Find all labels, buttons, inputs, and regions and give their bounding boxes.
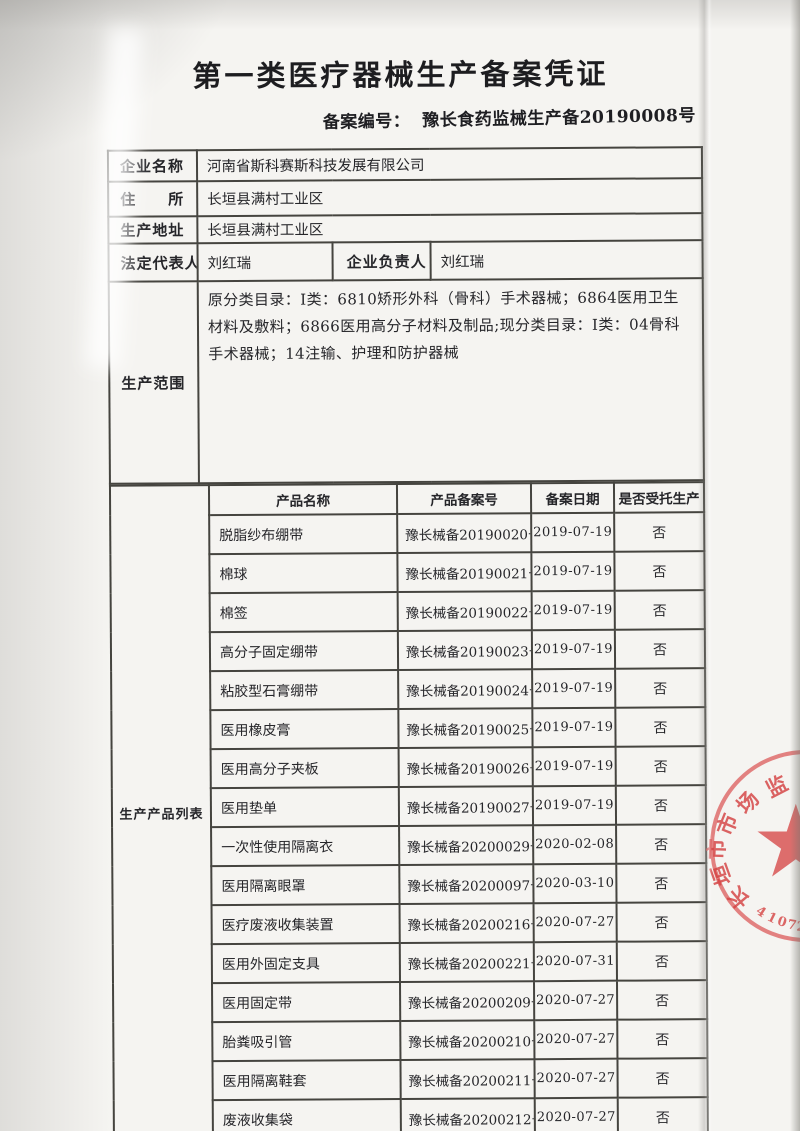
product-name-cell: 医用垫单 <box>210 787 400 828</box>
product-entrusted-cell: 否 <box>614 551 705 591</box>
product-entrusted-cell: 否 <box>616 980 708 1020</box>
record-number: 备案编号： 豫长食药监械生产备20190008号 <box>322 101 697 133</box>
product-entrusted-cell: 否 <box>617 1019 708 1059</box>
production-address-label: 生产地址 <box>108 216 198 244</box>
product-entrusted-cell: 否 <box>617 1097 708 1131</box>
product-record-no-cell: 豫长械备20190027号 <box>398 786 534 827</box>
company-name-value: 河南省斯科赛斯科技发展有限公司 <box>196 147 703 182</box>
product-record-no-cell: 豫长械备20200221号 <box>399 942 534 983</box>
product-name-cell: 棉签 <box>209 592 398 633</box>
product-entrusted-cell: 否 <box>614 512 705 552</box>
product-name-cell: 医用外固定支具 <box>211 943 400 984</box>
product-record-no-cell: 豫长械备20190020号 <box>397 513 532 554</box>
product-date-cell: 2019-07-19 <box>532 707 616 748</box>
product-name-cell: 医用固定带 <box>212 982 401 1023</box>
product-entrusted-cell: 否 <box>616 824 707 864</box>
product-date-cell: 2020-07-27 <box>533 980 618 1021</box>
product-record-no-cell: 豫长械备20200216号 <box>399 903 534 944</box>
product-entrusted-cell: 否 <box>614 590 705 630</box>
product-list-table: 生产产品列表 产品名称 产品备案号 备案日期 是否受托生产 脱脂纱布绷带 豫长械… <box>109 481 709 1131</box>
row-residence: 住 所 长垣县满村工业区 <box>108 178 703 217</box>
production-address-value: 长垣县满村工业区 <box>197 213 703 244</box>
row-representatives: 法定代表人 刘红瑞 企业负责人 刘红瑞 <box>108 240 703 282</box>
product-record-no-cell: 豫长械备20200097号 <box>399 864 534 905</box>
product-date-cell: 2020-03-10 <box>533 863 617 904</box>
product-name-cell: 医用隔离鞋套 <box>212 1060 401 1101</box>
product-record-no-cell: 豫长械备20190023号 <box>397 630 533 671</box>
product-name-cell: 医疗废液收集装置 <box>211 904 400 945</box>
product-record-no-cell: 豫长械备20190025号 <box>398 708 533 749</box>
product-record-no-cell: 豫长械备20200212号 <box>400 1098 535 1131</box>
company-head-value: 刘红瑞 <box>430 240 703 280</box>
product-name-cell: 医用高分子夹板 <box>210 748 399 789</box>
row-production-address: 生产地址 长垣县满村工业区 <box>108 213 703 244</box>
product-name-cell: 废液收集袋 <box>212 1099 401 1131</box>
product-record-no-cell: 豫长械备20190026号 <box>398 747 533 788</box>
product-name-cell: 棉球 <box>209 553 398 594</box>
product-entrusted-cell: 否 <box>614 629 706 669</box>
section-label-product-list: 生产产品列表 <box>109 485 213 1131</box>
record-number-value: 豫长食药监械生产备20190008号 <box>422 105 697 132</box>
product-date-cell: 2019-07-19 <box>531 551 615 592</box>
product-record-no-cell: 豫长械备20190021号 <box>397 552 532 593</box>
product-name-cell: 医用橡皮膏 <box>210 709 399 750</box>
product-name-cell: 胎粪吸引管 <box>212 1021 401 1062</box>
product-entrusted-cell: 否 <box>615 668 706 708</box>
col-header-record-date: 备案日期 <box>530 482 615 514</box>
product-date-cell: 2019-07-19 <box>532 746 616 787</box>
company-head-label: 企业负责人 <box>332 241 431 281</box>
company-info-table: 企业名称 河南省斯科赛斯科技发展有限公司 住 所 长垣县满村工业区 生产地址 长… <box>107 146 705 485</box>
record-number-label: 备案编号： <box>322 111 411 133</box>
product-record-no-cell: 豫长械备20190024号 <box>398 669 533 710</box>
product-entrusted-cell: 否 <box>615 707 706 747</box>
company-name-label: 企业名称 <box>107 150 198 182</box>
row-company-name: 企业名称 河南省斯科赛斯科技发展有限公司 <box>107 147 703 182</box>
product-record-no-cell: 豫长械备20200209号 <box>399 981 535 1022</box>
product-name-cell: 高分子固定绷带 <box>209 631 399 672</box>
row-production-scope: 生产范围 原分类目录：Ⅰ类：6810矫形外科（骨科）手术器械；6864医用卫生材… <box>108 278 704 484</box>
scope-value: 原分类目录：Ⅰ类：6810矫形外科（骨科）手术器械；6864医用卫生材料及敷料；… <box>197 278 704 484</box>
product-date-cell: 2019-07-19 <box>532 785 617 826</box>
product-entrusted-cell: 否 <box>617 1058 708 1098</box>
product-date-cell: 2019-07-19 <box>531 512 615 553</box>
product-date-cell: 2020-07-27 <box>534 1097 618 1131</box>
product-date-cell: 2020-07-27 <box>533 902 617 943</box>
legal-rep-label: 法定代表人 <box>108 243 198 282</box>
product-date-cell: 2020-07-27 <box>534 1019 618 1060</box>
product-date-cell: 2019-07-19 <box>531 629 616 670</box>
residence-label: 住 所 <box>108 181 198 217</box>
legal-rep-value: 刘红瑞 <box>197 242 333 282</box>
scope-label: 生产范围 <box>108 281 199 484</box>
product-name-cell: 脱脂纱布绷带 <box>209 514 398 555</box>
product-entrusted-cell: 否 <box>616 902 707 942</box>
page-title: 第一类医疗器械生产备案凭证 <box>192 56 609 94</box>
product-date-cell: 2020-02-08 <box>533 824 617 865</box>
product-date-cell: 2019-07-19 <box>532 668 616 709</box>
product-date-cell: 2020-07-31 <box>533 941 617 982</box>
product-name-cell: 一次性使用隔离衣 <box>211 826 400 867</box>
product-name-cell: 医用隔离眼罩 <box>211 865 400 906</box>
product-entrusted-cell: 否 <box>615 746 706 786</box>
product-entrusted-cell: 否 <box>616 941 707 981</box>
product-header-row: 生产产品列表 产品名称 产品备案号 备案日期 是否受托生产 <box>109 482 705 1131</box>
col-header-product-name: 产品名称 <box>208 484 398 516</box>
product-date-cell: 2020-07-27 <box>534 1058 618 1099</box>
product-record-no-cell: 豫长械备20200211号 <box>400 1059 535 1100</box>
product-record-no-cell: 豫长械备20190022号 <box>397 591 532 632</box>
product-name-cell: 粘胶型石膏绷带 <box>210 670 399 711</box>
product-record-no-cell: 豫长械备20200029号 <box>399 825 534 866</box>
product-entrusted-cell: 否 <box>616 863 707 903</box>
col-header-entrusted: 是否受托生产 <box>613 482 705 513</box>
residence-value: 长垣县满村工业区 <box>197 178 703 217</box>
product-record-no-cell: 豫长械备20200210号 <box>400 1020 535 1061</box>
product-date-cell: 2019-07-19 <box>531 590 615 631</box>
product-entrusted-cell: 否 <box>615 785 707 825</box>
col-header-record-no: 产品备案号 <box>396 483 532 515</box>
